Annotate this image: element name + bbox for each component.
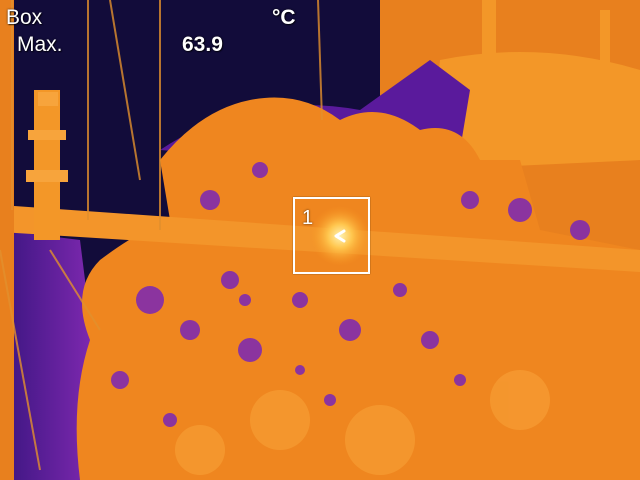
- wires: [0, 0, 323, 471]
- max-temperature-value: 63.9: [182, 33, 223, 56]
- left-edge-pole: [0, 0, 14, 480]
- measurement-box-index: 1: [302, 207, 314, 229]
- foliage-speckles: [111, 162, 590, 427]
- right-post-2: [600, 10, 610, 100]
- hotspot-chevron-icon: [334, 229, 346, 243]
- hotspot-glow: [310, 206, 370, 266]
- utility-pole: [34, 90, 60, 240]
- temperature-unit: °C: [272, 6, 296, 29]
- insulator-mid: [26, 170, 68, 182]
- right-post: [482, 0, 496, 120]
- measurement-mode-label: Box: [6, 6, 43, 29]
- stat-label: Max.: [17, 33, 63, 56]
- insulator-top: [28, 130, 66, 140]
- measurement-box[interactable]: 1: [293, 197, 370, 274]
- foliage-highlights: [175, 370, 550, 475]
- pole-cap: [38, 92, 58, 106]
